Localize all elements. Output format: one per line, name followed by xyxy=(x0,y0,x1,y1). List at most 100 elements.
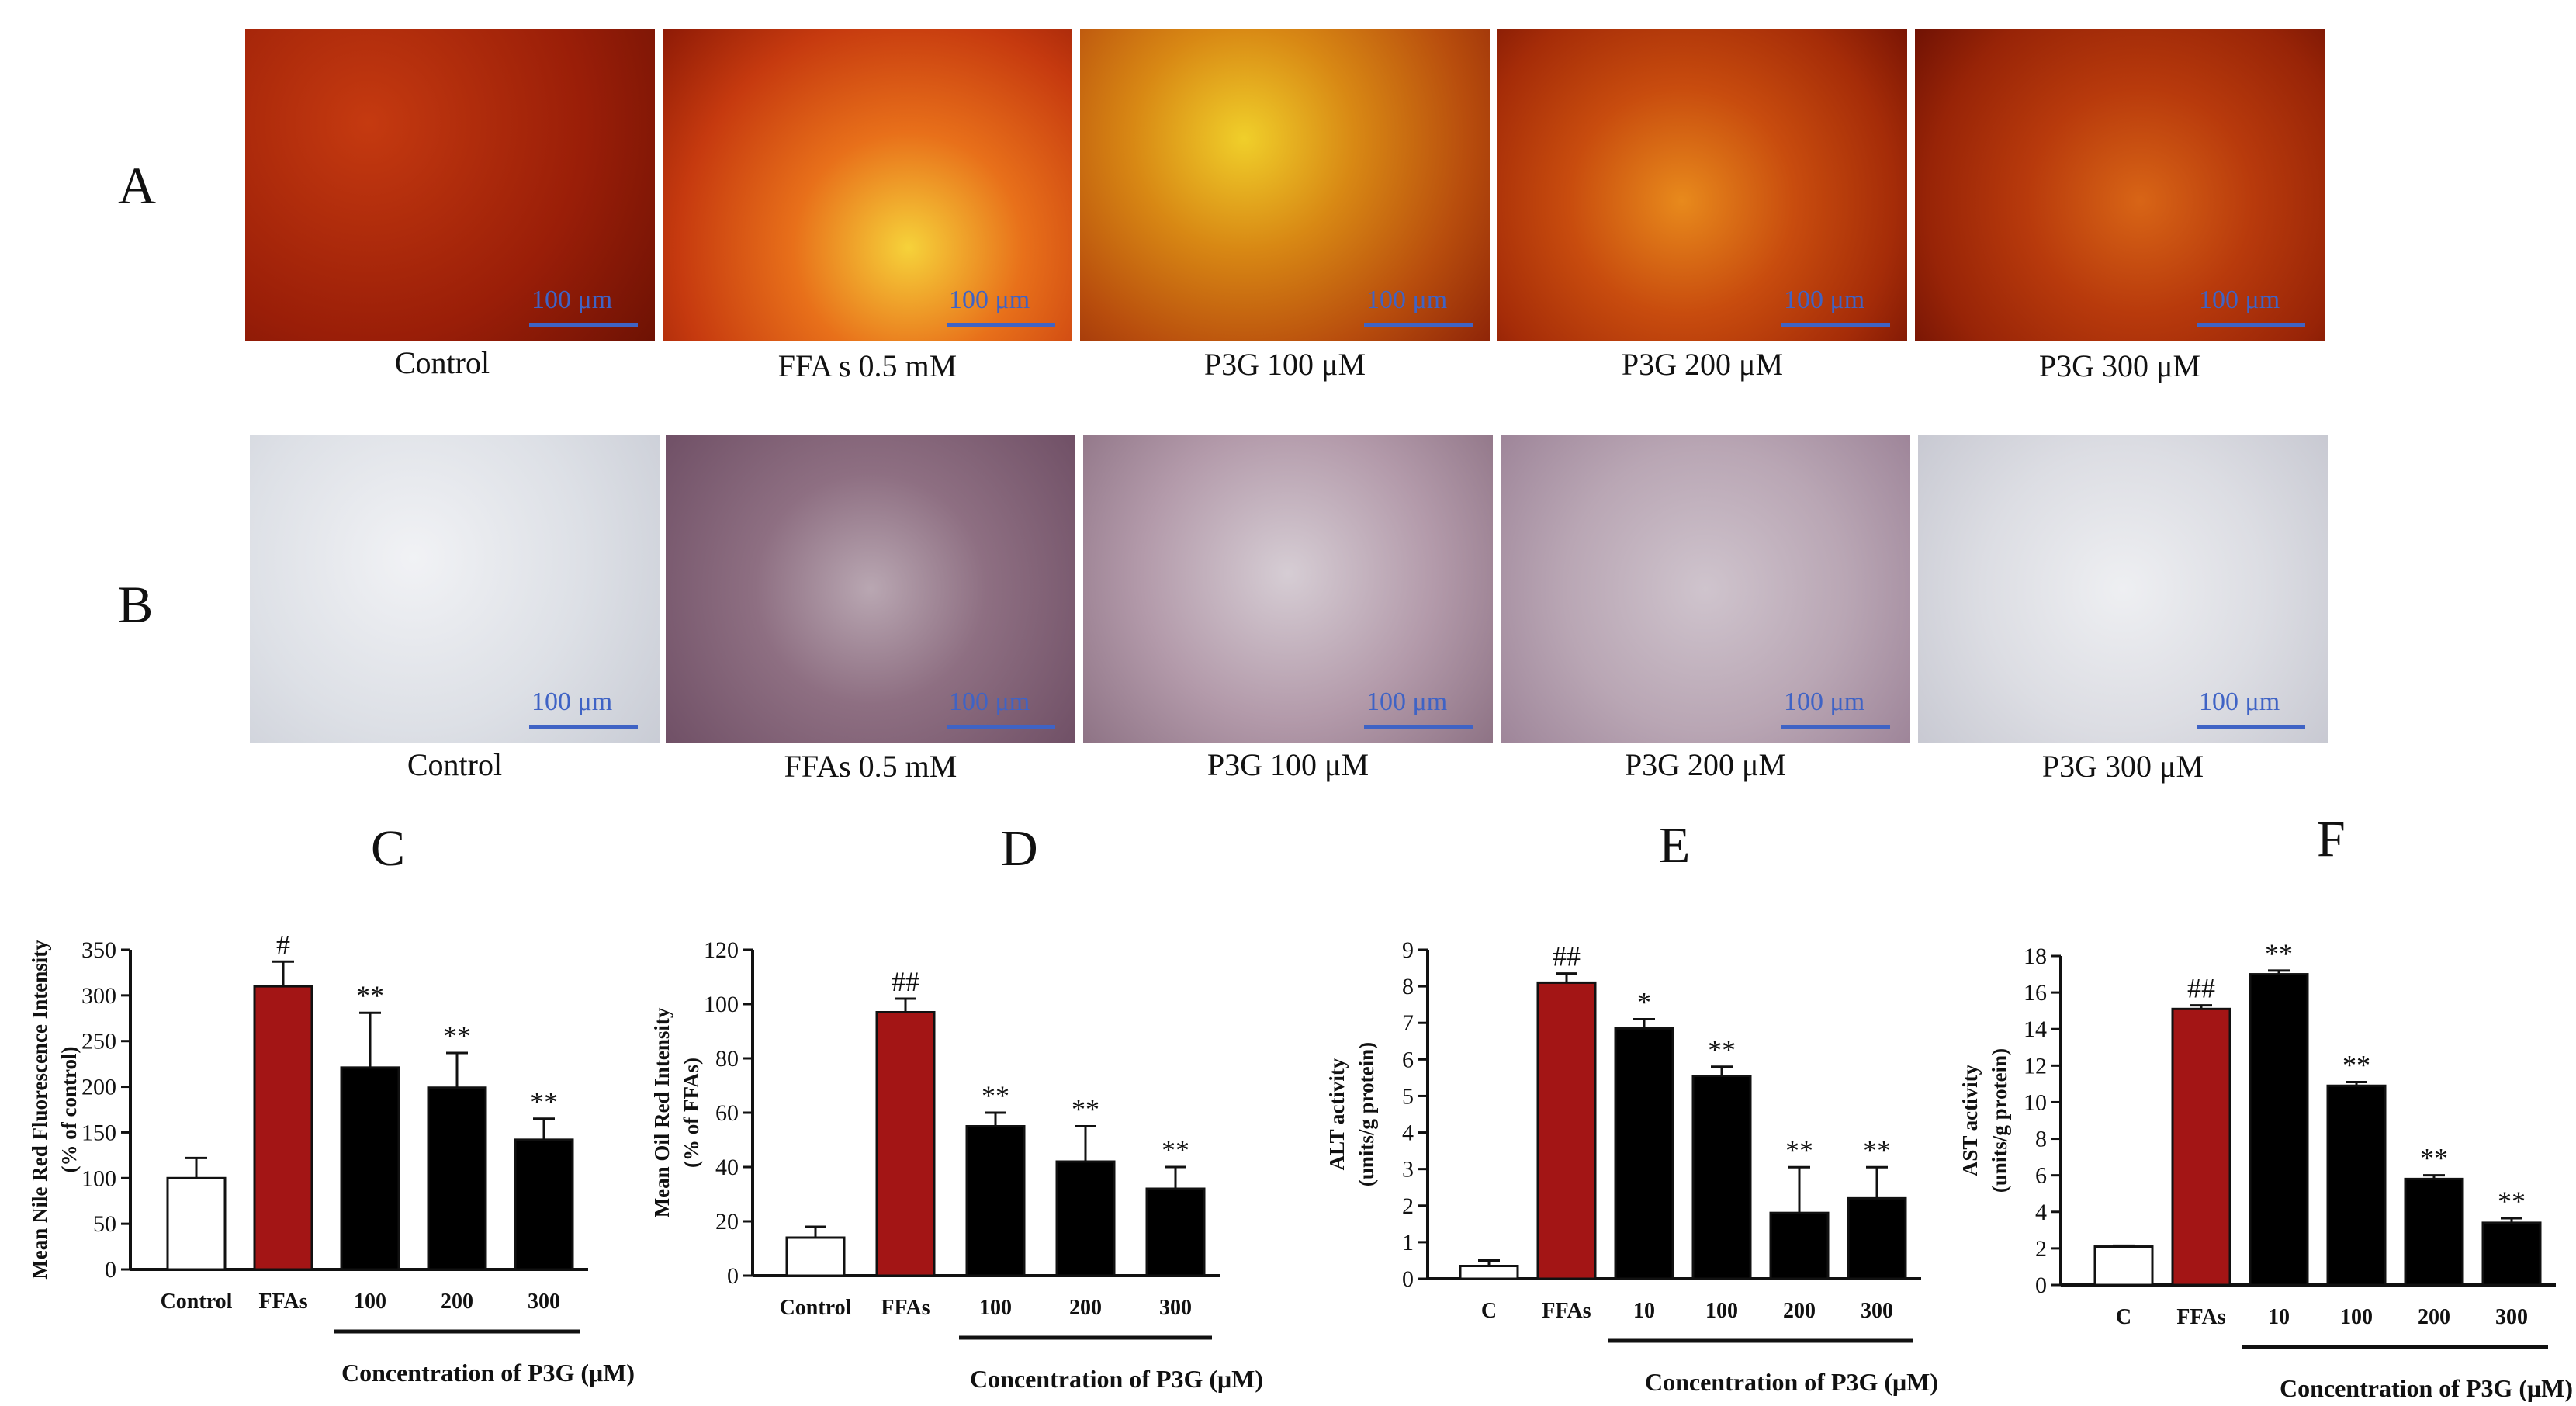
x-tick-label: Control xyxy=(161,1290,233,1314)
significance-mark: ** xyxy=(530,1086,558,1117)
x-tick-label: 100 xyxy=(2340,1305,2373,1329)
significance-mark: ## xyxy=(892,966,919,997)
scale-label: 100 μm xyxy=(1366,687,1448,716)
bar xyxy=(166,1176,227,1271)
y-axis-label: AST activity xyxy=(1958,1064,1982,1176)
bar xyxy=(2404,1177,2464,1287)
bar xyxy=(2326,1084,2387,1287)
y-axis-label: (units/g protein) xyxy=(1355,1042,1378,1186)
y-tick-label: 0 xyxy=(1402,1266,1414,1292)
scale-bar xyxy=(529,323,638,327)
y-tick-label: 6 xyxy=(2035,1163,2047,1189)
x-tick-label: 10 xyxy=(2268,1305,2290,1329)
bar xyxy=(1055,1160,1116,1277)
panel-letter-a: A xyxy=(118,156,157,215)
bar xyxy=(514,1138,574,1271)
caption-p3g-100: P3G 100 μM xyxy=(1203,347,1366,382)
y-tick-label: 5 xyxy=(1402,1083,1414,1109)
y-tick-label: 250 xyxy=(81,1029,116,1054)
x-tick-label: 300 xyxy=(1159,1296,1192,1320)
significance-mark: # xyxy=(276,929,290,960)
bar xyxy=(1145,1187,1206,1277)
bar xyxy=(2171,1007,2231,1287)
bar xyxy=(2093,1245,2154,1287)
x-tick-label: 200 xyxy=(1069,1296,1102,1320)
y-tick-label: 50 xyxy=(93,1211,116,1237)
x-tick-label: 300 xyxy=(2495,1305,2528,1329)
y-axis-label: (% of FFAs) xyxy=(680,1058,703,1168)
y-tick-label: 0 xyxy=(105,1257,116,1283)
scale-bar xyxy=(529,725,638,729)
x-axis-label: Concentration of P3G (μM) xyxy=(1645,1368,1938,1396)
y-axis-label: Mean Oil Red Intensity xyxy=(650,1007,673,1217)
y-tick-label: 8 xyxy=(2035,1127,2047,1152)
bar xyxy=(1614,1027,1674,1280)
scale-bar xyxy=(2197,323,2305,327)
significance-mark: ** xyxy=(1162,1134,1189,1165)
y-tick-label: 3 xyxy=(1402,1157,1414,1183)
significance-mark: ** xyxy=(1785,1134,1813,1165)
x-tick-label: 10 xyxy=(1633,1299,1655,1323)
x-tick-label: 200 xyxy=(2418,1305,2450,1329)
scale-bar xyxy=(947,323,1055,327)
y-tick-label: 100 xyxy=(704,992,739,1017)
caption-control: Control xyxy=(394,345,490,380)
x-tick-label: 300 xyxy=(528,1290,560,1314)
x-tick-label: 200 xyxy=(441,1290,473,1314)
x-tick-label: FFAs xyxy=(258,1290,307,1314)
y-tick-label: 300 xyxy=(81,983,116,1009)
significance-mark: ## xyxy=(1553,941,1581,972)
x-tick-label: C xyxy=(1481,1299,1497,1323)
scale-bar xyxy=(1781,323,1890,327)
micrograph-control-fluorescence xyxy=(245,29,655,341)
chart-title-c: C xyxy=(371,820,406,877)
bar xyxy=(1847,1196,1907,1280)
scale-bar xyxy=(1364,323,1473,327)
y-tick-label: 100 xyxy=(81,1165,116,1191)
x-tick-label: FFAs xyxy=(1542,1299,1591,1323)
x-axis-label: Concentration of P3G (μM) xyxy=(970,1365,1263,1393)
chart-title-f: F xyxy=(2317,811,2346,867)
scale-label: 100 μm xyxy=(1366,286,1448,314)
x-axis-label: Concentration of P3G (μM) xyxy=(341,1359,635,1387)
bar xyxy=(965,1125,1026,1277)
scale-label: 100 μm xyxy=(2199,687,2280,716)
y-tick-label: 200 xyxy=(81,1075,116,1100)
bar xyxy=(340,1066,400,1271)
significance-mark: ## xyxy=(2187,973,2215,1004)
x-tick-label: 100 xyxy=(979,1296,1012,1320)
y-tick-label: 6 xyxy=(1402,1047,1414,1072)
y-tick-label: 150 xyxy=(81,1120,116,1145)
y-tick-label: 12 xyxy=(2024,1053,2047,1079)
scale-label: 100 μm xyxy=(1784,286,1865,314)
scale-label: 100 μm xyxy=(949,286,1030,314)
scale-label: 100 μm xyxy=(949,687,1030,716)
y-tick-label: 4 xyxy=(2035,1200,2047,1225)
caption-control: Control xyxy=(407,747,503,782)
caption-ffa: FFAs 0.5 mM xyxy=(784,749,957,784)
significance-mark: ** xyxy=(356,980,384,1011)
micrograph-ffa-oil-red xyxy=(666,435,1075,743)
significance-mark: ** xyxy=(2498,1186,2526,1217)
y-tick-label: 20 xyxy=(715,1209,739,1235)
micrograph-p3g300-oil-red xyxy=(1918,435,2328,743)
x-tick-label: FFAs xyxy=(881,1296,930,1320)
micrograph-p3g100-fluorescence xyxy=(1080,29,1490,341)
x-tick-label: FFAs xyxy=(2176,1305,2225,1329)
micrograph-p3g100-oil-red xyxy=(1083,435,1493,743)
bar xyxy=(1769,1211,1830,1280)
scale-label: 100 μm xyxy=(2199,286,2280,314)
x-tick-label: C xyxy=(2116,1305,2131,1329)
significance-mark: ** xyxy=(443,1020,471,1051)
caption-p3g-300: P3G 300 μM xyxy=(2041,749,2204,784)
y-tick-label: 14 xyxy=(2024,1016,2047,1042)
caption-p3g-100: P3G 100 μM xyxy=(1207,747,1369,782)
micrograph-p3g200-fluorescence xyxy=(1497,29,1907,341)
scale-bar xyxy=(1781,725,1890,729)
bar xyxy=(785,1236,846,1277)
micrograph-control-oil-red xyxy=(250,435,660,743)
scale-label: 100 μm xyxy=(531,286,613,314)
bar xyxy=(253,985,313,1271)
y-tick-label: 60 xyxy=(715,1100,739,1126)
y-tick-label: 80 xyxy=(715,1046,739,1072)
